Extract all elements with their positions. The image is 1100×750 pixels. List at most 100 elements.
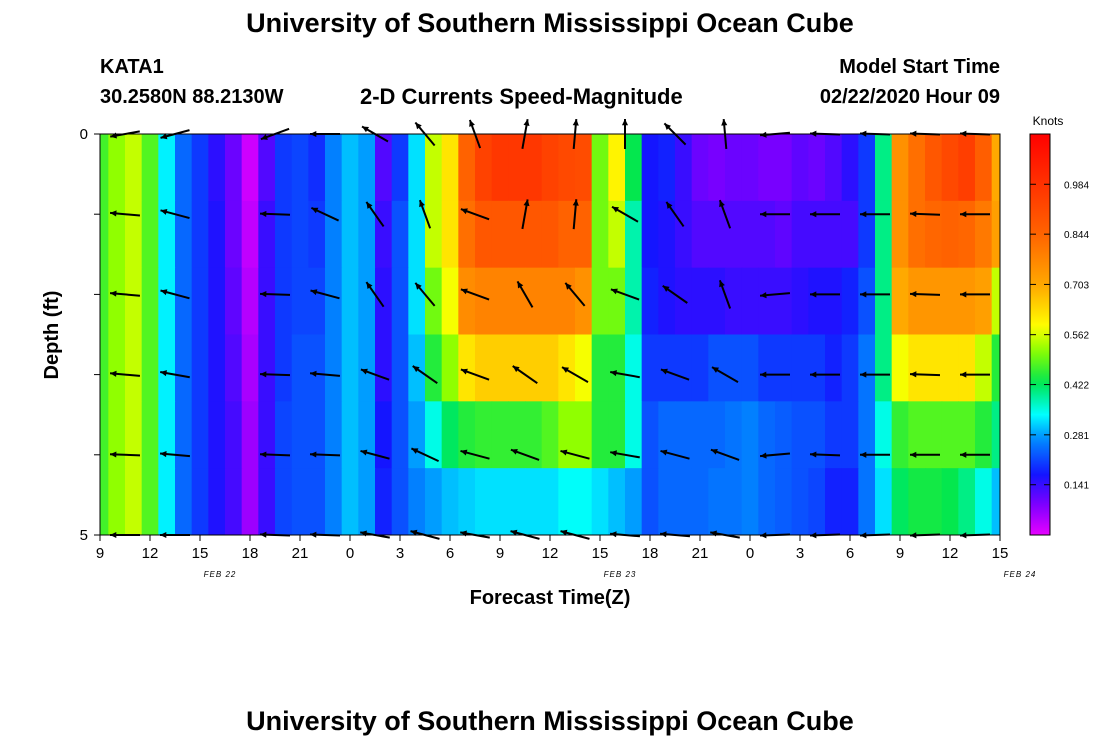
x-tick-label: 12 — [942, 545, 959, 562]
heatmap-cell — [125, 267, 143, 336]
vector-head — [260, 371, 267, 378]
vector-head — [612, 206, 619, 213]
current-vector-arrow — [610, 450, 640, 459]
heatmap-cell — [591, 468, 609, 535]
colorbar-tick-label: 0.844 — [1064, 230, 1089, 241]
heatmap-cell — [708, 401, 726, 469]
heatmap-cell — [925, 401, 943, 469]
heatmap-cell — [925, 134, 943, 202]
heatmap-cell — [125, 134, 143, 202]
heatmap-cell — [975, 401, 993, 469]
heatmap-cell — [791, 468, 809, 535]
heatmap-cell — [141, 267, 159, 336]
current-vector-arrow — [759, 292, 791, 299]
current-vector-arrow — [860, 291, 890, 298]
heatmap-cell — [758, 134, 776, 202]
model-start-label: Model Start Time — [839, 56, 1000, 78]
heatmap-cell — [208, 134, 226, 202]
vector-head — [666, 201, 673, 209]
heatmap-cell — [158, 401, 176, 469]
y-tick-label: 0 — [80, 126, 88, 143]
heatmap-cell — [725, 267, 743, 336]
heatmap-cell — [891, 134, 909, 202]
heatmap-cell — [191, 468, 209, 535]
heatmap-cell — [925, 200, 943, 269]
vector-head — [260, 451, 267, 458]
heatmap-cell — [791, 334, 809, 402]
heatmap-cell — [208, 468, 226, 535]
vector-head — [415, 122, 422, 130]
current-vector-arrow — [860, 211, 890, 218]
vector-head — [760, 371, 767, 378]
heatmap-cell — [775, 267, 793, 336]
current-vector-arrow — [960, 371, 990, 378]
heatmap-cell — [675, 134, 693, 202]
colorbar-title: Knots — [1033, 114, 1064, 128]
current-vector-arrow — [159, 451, 191, 458]
heatmap-cell — [841, 468, 859, 535]
heatmap-cell — [241, 267, 259, 336]
heatmap-cell — [908, 334, 926, 402]
heatmap-cell — [525, 200, 543, 269]
x-tick-label: 18 — [242, 545, 259, 562]
vector-head — [710, 448, 718, 455]
heatmap-cell — [100, 401, 109, 469]
heatmap-cell — [258, 401, 276, 469]
heatmap-cell — [625, 401, 643, 469]
heatmap-cell — [475, 468, 493, 535]
vector-head — [719, 280, 725, 288]
current-vector-arrow — [410, 447, 440, 463]
current-vector-arrow — [414, 282, 436, 307]
heatmap-cell — [758, 401, 776, 469]
heatmap-cell — [875, 468, 893, 535]
heatmap-cell — [208, 267, 226, 336]
vector-head — [960, 451, 967, 458]
heatmap-cell — [391, 200, 409, 269]
x-tick-label: 9 — [96, 545, 104, 562]
heatmap-cell — [625, 267, 643, 336]
vector-head — [760, 292, 767, 299]
heatmap-cell — [758, 267, 776, 336]
heatmap-cell — [341, 401, 359, 469]
heatmap-cell — [541, 334, 559, 402]
heatmap-cell — [475, 401, 493, 469]
vector-head — [310, 451, 317, 458]
station-coordinates: 30.2580N 88.2130W — [100, 86, 284, 108]
heatmap-cell — [441, 468, 459, 535]
heatmap-cell — [908, 134, 926, 202]
vector-head — [412, 365, 420, 373]
heatmap-cell — [641, 200, 659, 269]
date-label: FEB 24 — [1004, 570, 1037, 579]
heatmap-cell — [758, 468, 776, 535]
heatmap-cell — [458, 134, 476, 202]
heatmap-cell — [725, 401, 743, 469]
heatmap-cell — [291, 267, 309, 336]
heatmap-cell — [225, 200, 243, 269]
vector-head — [860, 291, 867, 298]
vector-head — [760, 131, 767, 138]
current-vector-arrow — [309, 370, 341, 377]
current-vector-arrow — [810, 371, 840, 378]
heatmap-cell — [658, 134, 676, 202]
vector-head — [260, 134, 268, 140]
x-tick-label: 6 — [446, 545, 454, 562]
current-vector-arrow — [510, 448, 540, 461]
heatmap-cell — [441, 401, 459, 469]
heatmap-cell — [291, 134, 309, 202]
heatmap-cell — [808, 134, 826, 202]
heatmap-cell — [291, 200, 309, 269]
heatmap-cell — [741, 401, 759, 469]
heatmap-cell — [725, 134, 743, 202]
vector-head — [810, 451, 817, 458]
vector-head — [110, 451, 117, 458]
current-vector-arrow — [310, 289, 340, 300]
heatmap-cell — [175, 334, 193, 402]
vector-head — [719, 200, 725, 208]
heatmap-cell — [841, 401, 859, 469]
heatmap-cell — [975, 468, 993, 535]
heatmap-cell — [608, 267, 626, 336]
heatmap-cell — [691, 334, 709, 402]
axes: 9 12 15 18 21 0 3 6 9 12 15 18 21 0 3 6 9 12 15 FEB 22 FEB 2… — [80, 126, 1037, 579]
heatmap-cell — [325, 334, 343, 402]
current-vector-arrow — [665, 201, 685, 228]
